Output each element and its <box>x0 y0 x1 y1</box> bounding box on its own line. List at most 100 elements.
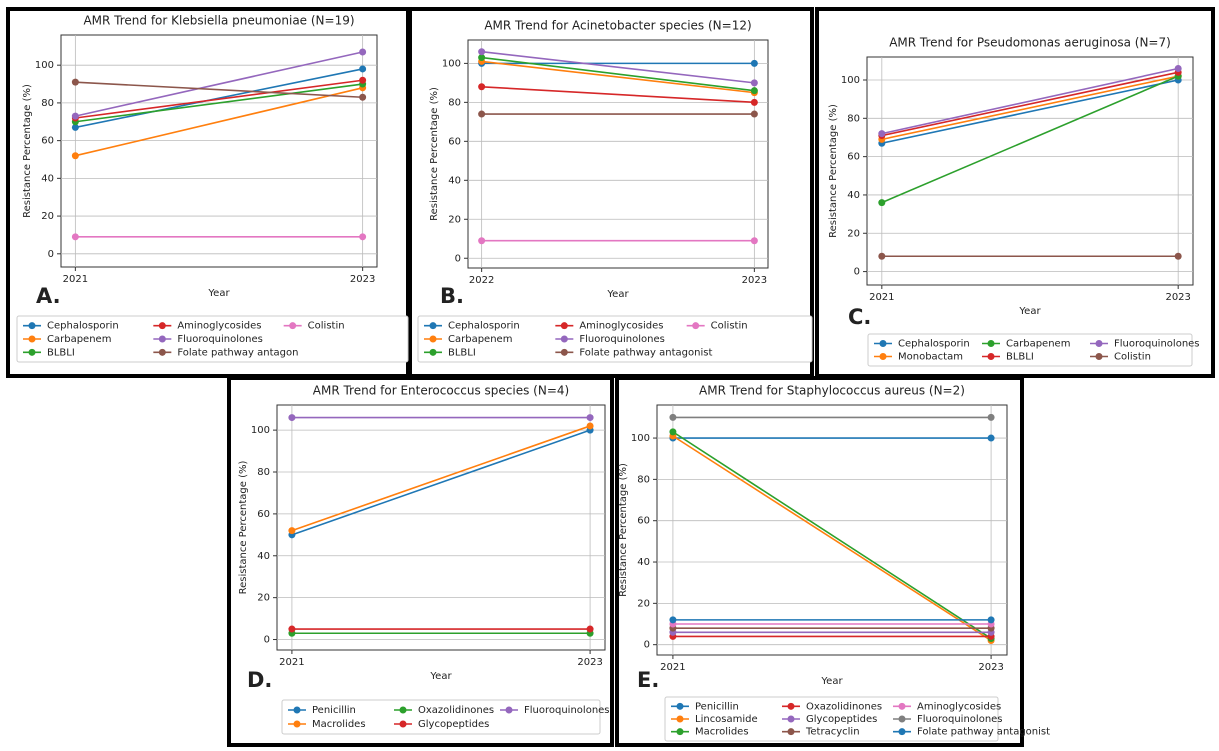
legend-label: Aminoglycosides <box>917 701 1001 712</box>
legend-label: BLBLI <box>1006 352 1034 363</box>
data-point <box>987 413 995 421</box>
series-line <box>75 79 363 119</box>
y-tick-label: 100 <box>631 433 650 444</box>
series-line <box>672 431 992 640</box>
data-point <box>359 65 367 73</box>
legend-marker <box>676 715 684 723</box>
legend-marker <box>28 335 36 343</box>
series-line <box>481 50 755 84</box>
x-tick-label: 2023 <box>350 274 375 285</box>
y-tick-label: 100 <box>35 60 54 71</box>
legend-marker <box>879 340 887 347</box>
series-line <box>481 56 755 92</box>
legend-label: Oxazolidinones <box>418 705 494 716</box>
data-point <box>478 110 486 118</box>
legend-label: Lincosamide <box>695 714 758 725</box>
legend-label: Folate pathway antagonist <box>917 727 1050 738</box>
y-tick-label: 0 <box>264 635 270 646</box>
y-tick-label: 80 <box>41 98 54 109</box>
y-tick-label: 0 <box>854 267 860 278</box>
y-tick-label: 0 <box>48 249 54 260</box>
panel-label: B. <box>440 284 464 308</box>
series-line <box>481 85 755 104</box>
x-axis-label: Year <box>606 289 629 300</box>
series-line <box>881 67 1179 135</box>
panel-label: C. <box>848 305 871 329</box>
y-tick-label: 80 <box>637 474 650 485</box>
legend-label: Aminoglycosides <box>177 321 261 332</box>
y-tick-label: 100 <box>251 425 270 436</box>
y-tick-label: 100 <box>841 75 860 86</box>
legend-marker <box>399 720 407 728</box>
y-axis-label: Resistance Percentage (%) <box>828 104 839 238</box>
legend-box <box>281 699 601 735</box>
x-tick-label: 2021 <box>279 657 304 668</box>
legend-marker <box>560 322 568 330</box>
chart-title: AMR Trend for Klebsiella pneumoniae (N=1… <box>83 14 354 28</box>
legend-label: Folate pathway antagonist <box>579 347 712 358</box>
legend-label: Fluoroquinolones <box>579 334 665 345</box>
legend-marker <box>505 706 513 714</box>
legend-label: BLBLI <box>448 347 476 358</box>
data-point <box>669 616 677 624</box>
legend-marker <box>898 702 906 710</box>
y-axis-label: Resistance Percentage (%) <box>429 87 440 221</box>
legend-marker <box>1095 353 1103 360</box>
series-line <box>75 81 363 99</box>
data-point <box>586 422 594 430</box>
legend-marker <box>28 322 36 330</box>
data-point <box>71 123 79 131</box>
series-line <box>291 425 591 532</box>
legend-label: Carbapenem <box>47 334 111 345</box>
legend-marker <box>399 706 407 714</box>
y-tick-label: 80 <box>257 467 270 478</box>
y-axis-label: Resistance Percentage (%) <box>22 84 33 218</box>
data-point <box>478 83 486 91</box>
data-point <box>288 527 296 535</box>
legend-marker <box>158 322 166 330</box>
legend-marker <box>987 353 995 360</box>
legend-marker <box>787 728 795 736</box>
data-point <box>987 616 995 624</box>
legend-label: Cephalosporin <box>448 321 520 332</box>
y-tick-label: 40 <box>637 557 650 568</box>
data-point <box>1174 64 1182 72</box>
data-point <box>478 237 486 245</box>
y-tick-label: 100 <box>442 58 461 69</box>
series-line <box>881 71 1179 137</box>
x-axis-label: Year <box>1018 306 1041 317</box>
y-tick-label: 20 <box>847 228 860 239</box>
y-tick-label: 60 <box>637 516 650 527</box>
series-line <box>291 429 591 536</box>
series-line <box>881 75 1179 141</box>
legend-label: Fluoroquinolones <box>1114 339 1200 350</box>
y-tick-label: 0 <box>455 253 461 264</box>
legend-marker <box>293 706 301 714</box>
legend-marker <box>987 340 995 347</box>
legend-box <box>417 315 813 363</box>
plot-area <box>276 404 606 651</box>
y-tick-label: 60 <box>448 136 461 147</box>
data-point <box>478 48 486 56</box>
series-line <box>75 83 363 123</box>
y-tick-label: 20 <box>637 598 650 609</box>
legend-marker <box>676 702 684 710</box>
legend-label: Fluoroquinolones <box>524 705 610 716</box>
y-axis-label: Resistance Percentage (%) <box>618 463 629 597</box>
legend-label: Fluoroquinolones <box>177 334 263 345</box>
legend-marker <box>429 348 437 356</box>
data-point <box>750 59 758 67</box>
data-point <box>750 110 758 118</box>
series-line <box>481 60 755 94</box>
y-tick-label: 40 <box>448 175 461 186</box>
legend-label: Cephalosporin <box>47 321 119 332</box>
y-tick-label: 40 <box>847 190 860 201</box>
y-tick-label: 40 <box>41 173 54 184</box>
x-tick-label: 2023 <box>978 662 1003 673</box>
chart-title: AMR Trend for Acinetobacter species (N=1… <box>484 19 751 33</box>
legend-marker <box>28 348 36 356</box>
x-axis-label: Year <box>820 676 843 687</box>
x-tick-label: 2023 <box>577 657 602 668</box>
y-tick-label: 60 <box>257 509 270 520</box>
